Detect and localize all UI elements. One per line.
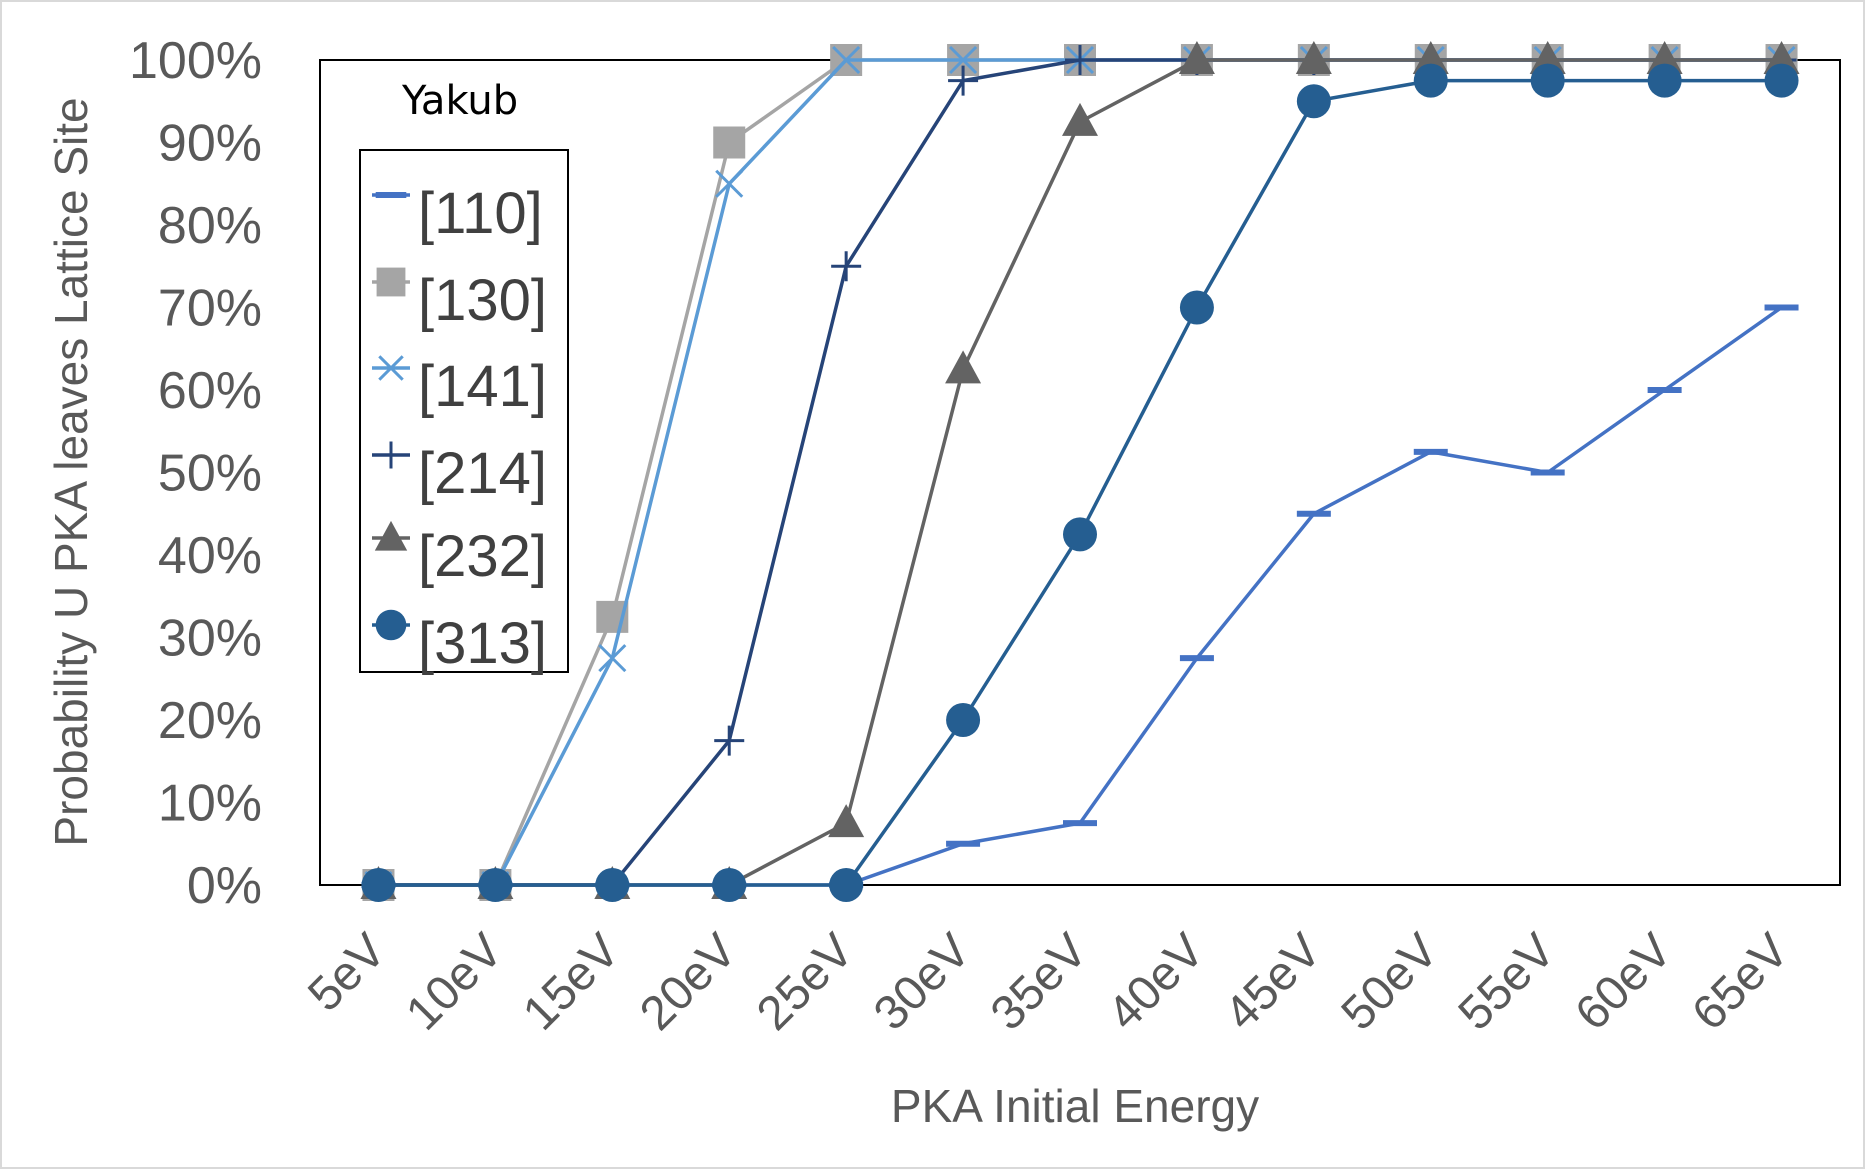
y-tick-label: 80% (158, 197, 262, 255)
point-marker-triangle (1763, 41, 1800, 74)
legend-label: [232] (418, 524, 547, 589)
point-marker-circle (1530, 63, 1565, 98)
point-marker-square (376, 267, 406, 297)
point-marker-plus (714, 725, 745, 756)
chart-title: Yakub (401, 78, 518, 124)
point-marker-triangle (1178, 41, 1215, 74)
point-marker-circle (375, 609, 407, 641)
legend: [110] [130] [141] [214] [232] [313] (372, 181, 547, 676)
legend-label: [130] (418, 268, 547, 333)
point-marker-triangle (1646, 41, 1683, 74)
point-marker-x (832, 45, 861, 75)
point-marker-circle (1413, 63, 1448, 98)
y-tick-label: 20% (158, 692, 262, 750)
legend-entry: [130] (372, 267, 547, 333)
legend-entry: [141] (372, 354, 547, 419)
series-layer (360, 41, 1800, 902)
y-tick-labels: 0% 10% 20% 30% 40% 50% 60% 70% 80% 90% 100% (129, 32, 262, 915)
point-marker-circle (595, 868, 630, 902)
point-marker-x (378, 355, 404, 381)
point-marker-circle (478, 868, 513, 902)
legend-label: [214] (418, 441, 547, 506)
y-tick-label: 90% (158, 115, 262, 173)
point-marker-plus (948, 65, 979, 96)
point-marker-x (598, 644, 627, 673)
y-tick-label: 100% (129, 32, 262, 90)
point-marker-triangle (1529, 41, 1566, 74)
legend-entry: [232] (372, 520, 547, 589)
y-tick-label: 30% (158, 610, 262, 668)
legend-label: [110] (418, 181, 543, 246)
legend-entry: [110] (372, 181, 543, 246)
point-marker-plus (831, 251, 862, 282)
point-marker-circle (361, 868, 396, 902)
point-marker-square (713, 126, 746, 159)
point-marker-triangle (1062, 102, 1098, 136)
series-5 (361, 63, 1799, 902)
point-marker-x (949, 45, 978, 75)
y-tick-label: 60% (158, 362, 262, 420)
point-marker-circle (946, 703, 981, 737)
y-tick-label: 40% (158, 527, 262, 585)
point-marker-triangle (828, 804, 865, 838)
legend-entry: [313] (372, 609, 547, 676)
point-marker-triangle (945, 350, 982, 384)
y-tick-label: 50% (158, 445, 262, 503)
point-marker-triangle (1295, 41, 1332, 74)
legend-label: [141] (418, 354, 547, 419)
point-marker-circle (1647, 63, 1682, 98)
legend-box (359, 149, 569, 673)
point-marker-x (715, 169, 744, 198)
point-marker-triangle (1412, 41, 1449, 74)
point-marker-circle (1296, 84, 1331, 119)
x-axis-title: PKA Initial Energy (891, 1080, 1259, 1132)
y-tick-label: 0% (187, 857, 262, 915)
legend-label: [313] (418, 611, 547, 676)
y-axis-title: Probability U PKA leaves Lattice Site (45, 97, 97, 846)
point-marker-circle (712, 868, 747, 902)
point-marker-plus (1065, 45, 1095, 75)
point-marker-triangle (374, 520, 408, 551)
point-marker-circle (1179, 290, 1214, 325)
legend-entry: [214] (372, 441, 547, 506)
point-marker-circle (829, 868, 864, 902)
point-marker-circle (1764, 63, 1799, 98)
point-marker-plus (377, 441, 405, 469)
y-tick-label: 10% (158, 775, 262, 833)
y-tick-label: 70% (158, 280, 262, 338)
point-marker-circle (1063, 517, 1097, 552)
